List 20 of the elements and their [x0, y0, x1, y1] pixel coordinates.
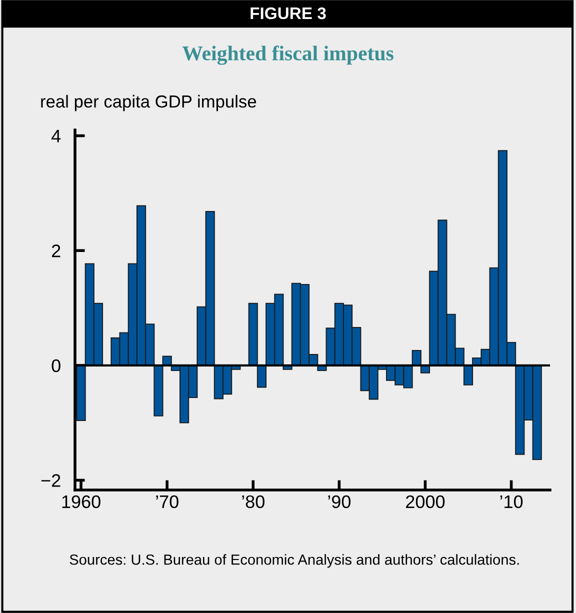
- x-tick-label: ’10: [500, 495, 523, 508]
- chart-title: Weighted fiscal impetus: [182, 46, 394, 65]
- source-note: Sources: U.S. Bureau of Economic Analysis and authors’ calculations.: [70, 554, 519, 568]
- bar: [76, 364, 86, 422]
- y-tick-label: −2: [41, 474, 60, 487]
- bar: [154, 364, 164, 416]
- bar: [412, 350, 422, 366]
- y-tick-label: 4: [51, 130, 61, 142]
- x-tick-label: 2000: [406, 495, 445, 508]
- bar: [248, 302, 258, 366]
- y-tick-label: 2: [52, 244, 60, 258]
- y-axis-title: real per capita GDP impulse: [41, 94, 256, 112]
- y-tick-label: 0: [52, 359, 60, 372]
- x-tick-label: ’90: [328, 495, 351, 508]
- caption: FIGURE 3: [250, 7, 326, 20]
- x-tick-label: ’70: [156, 495, 178, 508]
- bar: [463, 364, 474, 386]
- x-tick-label: ’80: [242, 495, 264, 508]
- x-tick-label: 1960: [62, 495, 100, 508]
- bar: [256, 364, 267, 388]
